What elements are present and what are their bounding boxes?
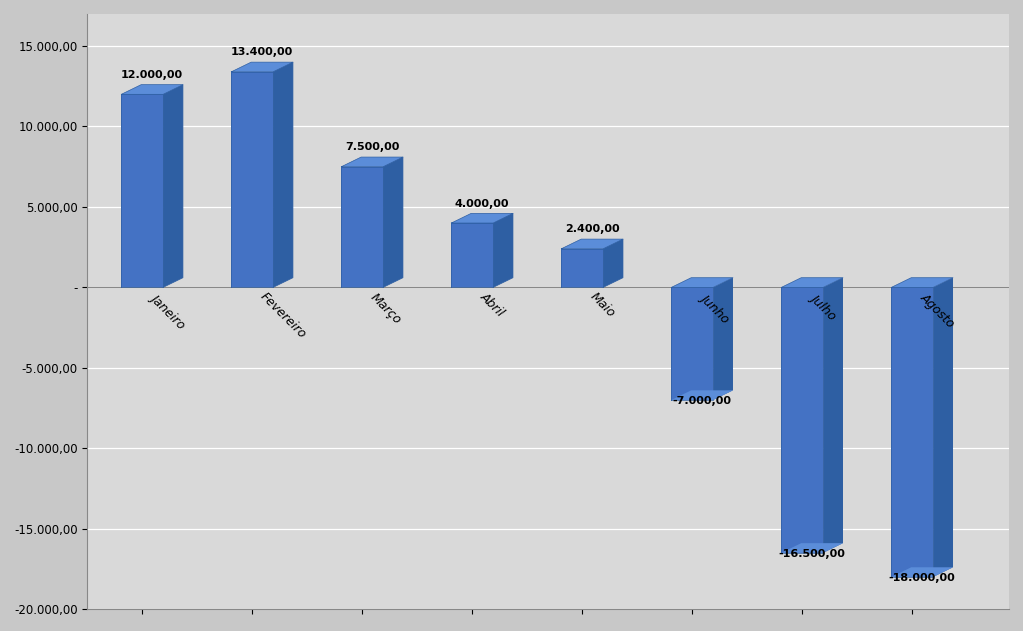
Text: Janeiro: Janeiro [147,290,187,330]
Polygon shape [933,278,953,577]
Text: 7.500,00: 7.500,00 [345,143,399,152]
Polygon shape [122,94,163,287]
Polygon shape [604,239,623,287]
Polygon shape [231,62,293,72]
Text: -7.000,00: -7.000,00 [673,396,731,406]
Polygon shape [562,249,604,287]
Polygon shape [384,157,403,287]
Polygon shape [493,213,513,287]
Polygon shape [891,287,933,577]
Text: Março: Março [367,290,404,326]
Polygon shape [122,85,183,94]
Text: 12.000,00: 12.000,00 [121,70,183,80]
Polygon shape [671,391,733,400]
Text: 2.400,00: 2.400,00 [565,225,620,234]
Text: 4.000,00: 4.000,00 [455,199,509,209]
Polygon shape [671,278,733,287]
Text: Abril: Abril [478,290,507,320]
Polygon shape [231,72,273,287]
Polygon shape [273,62,293,287]
Polygon shape [342,167,384,287]
Polygon shape [451,213,513,223]
Polygon shape [562,239,623,249]
Text: -18.000,00: -18.000,00 [889,573,955,583]
Polygon shape [891,567,953,577]
Polygon shape [713,278,733,400]
Text: Maio: Maio [588,290,618,321]
Polygon shape [891,278,953,287]
Polygon shape [782,287,824,553]
Polygon shape [671,287,713,400]
Polygon shape [451,223,493,287]
Polygon shape [342,157,403,167]
Text: -16.500,00: -16.500,00 [779,549,846,559]
Text: Fevereiro: Fevereiro [258,290,309,341]
Polygon shape [782,543,843,553]
Text: Junho: Junho [698,290,731,324]
Text: Agosto: Agosto [918,290,958,330]
Polygon shape [782,278,843,287]
Text: Julho: Julho [808,290,839,321]
Polygon shape [163,85,183,287]
Polygon shape [824,278,843,553]
Text: 13.400,00: 13.400,00 [231,47,294,57]
